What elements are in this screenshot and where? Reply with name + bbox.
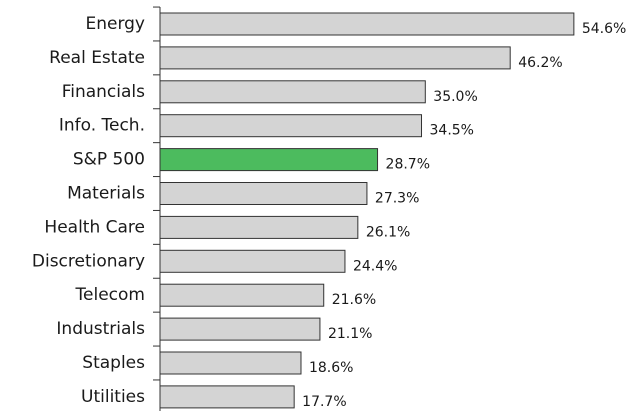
bar [159, 182, 368, 205]
category-label: Staples [82, 353, 145, 373]
category-label: Industrials [56, 319, 145, 339]
value-label: 35.0% [433, 89, 477, 105]
value-label: 18.6% [309, 360, 353, 376]
category-label: Discretionary [32, 251, 145, 271]
bar [159, 385, 295, 409]
category-label: Info. Tech. [59, 116, 145, 136]
value-label: 27.3% [375, 191, 419, 207]
bar [159, 215, 359, 239]
category-label: Energy [85, 14, 145, 34]
category-label: Materials [67, 184, 145, 204]
bar [159, 12, 575, 36]
value-label: 26.1% [366, 224, 410, 240]
category-label: Real Estate [49, 48, 145, 68]
category-label: Health Care [44, 217, 145, 237]
bar [159, 351, 302, 375]
bar [159, 114, 423, 138]
category-label: S&P 500 [73, 150, 145, 170]
value-label: 24.4% [353, 258, 397, 274]
category-label: Utilities [81, 387, 145, 407]
value-label: 28.7% [386, 157, 430, 173]
bar [159, 80, 426, 104]
bar [159, 317, 321, 341]
bar [159, 249, 346, 273]
value-label: 17.7% [302, 394, 346, 410]
category-label: Telecom [75, 285, 145, 305]
bar [159, 46, 511, 70]
bar [159, 148, 379, 172]
value-label: 54.6% [582, 21, 626, 37]
value-label: 34.5% [430, 123, 474, 139]
value-label: 21.6% [332, 292, 376, 308]
value-label: 46.2% [518, 55, 562, 71]
category-label: Financials [62, 82, 145, 102]
value-label: 21.1% [328, 326, 372, 342]
bar [159, 283, 325, 307]
